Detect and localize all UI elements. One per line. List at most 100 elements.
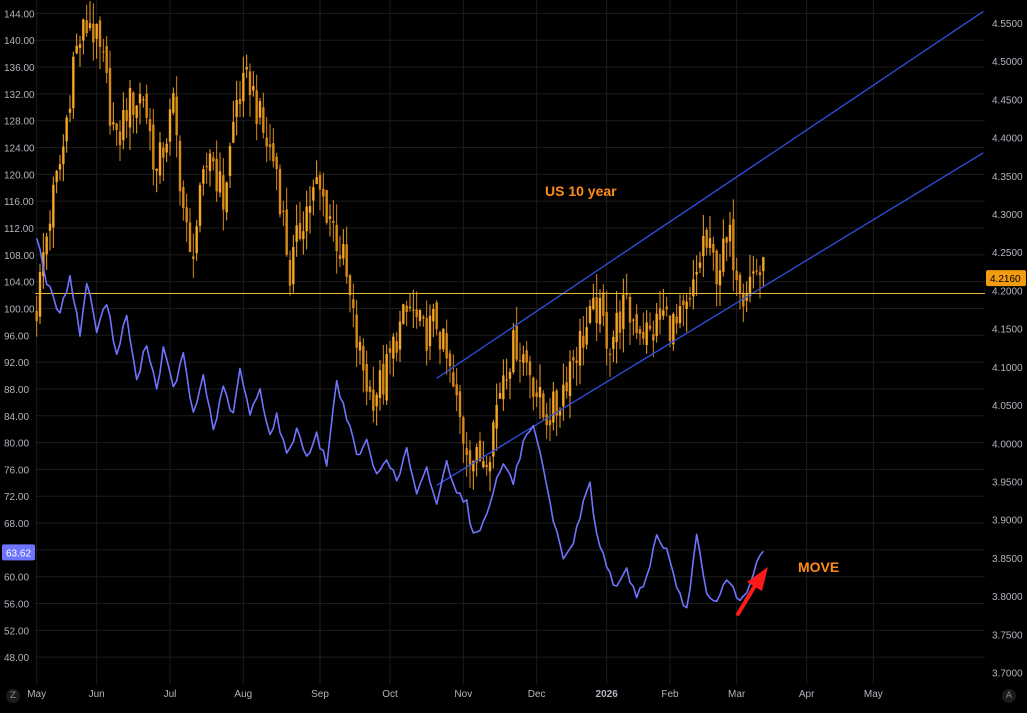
us10y-candle xyxy=(442,328,445,350)
us10y-candle xyxy=(355,314,358,348)
us10y-candle xyxy=(722,238,725,272)
us10y-candle xyxy=(562,384,565,407)
channel-upper-line xyxy=(436,10,984,379)
red-arrow-icon xyxy=(736,567,768,616)
us10y-candle xyxy=(35,310,38,322)
settings-icon[interactable]: Z xyxy=(6,689,20,703)
us10y-candle xyxy=(482,461,485,468)
us10y-candle xyxy=(692,279,695,297)
us10y-candle xyxy=(348,275,352,296)
left-axis-tick-label: 92.00 xyxy=(4,358,29,369)
us10y-candle xyxy=(628,296,632,323)
us10y-candle xyxy=(218,171,222,193)
us10y-candle xyxy=(732,219,735,271)
us10y-candle xyxy=(125,110,128,122)
us10y-candle xyxy=(578,330,582,366)
us10y-candle xyxy=(368,386,372,393)
left-axis-tick-label: 144.00 xyxy=(4,9,35,20)
move-last-price-label: 63.62 xyxy=(6,548,31,559)
x-axis-tick-label: May xyxy=(864,689,883,700)
us10y-candle xyxy=(408,306,412,308)
us10y-candle xyxy=(758,272,762,276)
us10y-candle xyxy=(272,143,275,162)
us10y-candle xyxy=(248,71,252,95)
us10y-candle xyxy=(592,297,595,310)
us10y-candle xyxy=(288,260,292,286)
x-axis-tick-label: May xyxy=(27,689,46,700)
x-axis-tick-label: Jul xyxy=(164,689,177,700)
us10y-candle xyxy=(642,331,645,339)
us10y-candle xyxy=(748,276,752,297)
us10y-candle xyxy=(298,222,302,239)
us10y-candle xyxy=(238,98,242,105)
us10y-candle xyxy=(385,354,388,401)
us10y-candle xyxy=(382,363,385,395)
us10y-candle xyxy=(295,225,298,242)
red-arrow-head xyxy=(747,567,768,591)
left-axis-tick-label: 68.00 xyxy=(4,519,29,530)
us10y-candle xyxy=(108,68,112,126)
left-axis-tick-label: 96.00 xyxy=(4,331,29,342)
us10y-candle xyxy=(58,164,62,170)
us10y-candle xyxy=(185,207,188,223)
us10y-candle xyxy=(715,250,718,285)
move-annotation: MOVE xyxy=(798,559,839,575)
us10y-candle xyxy=(555,390,558,416)
us10y-candle xyxy=(558,409,562,416)
right-axis-tick-label: 3.7500 xyxy=(992,630,1023,641)
right-axis-tick-label: 3.9500 xyxy=(992,477,1023,488)
us10y-candle xyxy=(572,357,575,361)
us10y-candle xyxy=(752,271,755,274)
left-axis-tick-label: 116.00 xyxy=(4,197,34,208)
us10y-candles xyxy=(35,1,765,492)
right-axis-tick-label: 3.7000 xyxy=(992,669,1023,680)
us10y-candle xyxy=(432,309,435,322)
us10y-candle xyxy=(68,108,72,113)
auto-scale-icon[interactable]: A xyxy=(1002,689,1016,703)
us10y-candle xyxy=(292,246,295,285)
us10y-candle xyxy=(72,56,75,109)
us10y-candle xyxy=(318,175,322,190)
right-axis-tick-label: 4.5500 xyxy=(992,19,1023,30)
us10y-candle xyxy=(632,319,635,321)
us10y-candle xyxy=(645,322,648,345)
right-axis-tick-label: 4.1500 xyxy=(992,325,1023,336)
us10y-candle xyxy=(675,316,678,324)
us10y-candle xyxy=(135,105,138,119)
us10y-candle xyxy=(182,187,185,208)
us10y-candle xyxy=(538,387,542,398)
right-axis-tick-label: 4.3000 xyxy=(992,210,1023,221)
us10y-candle xyxy=(358,341,362,351)
us10y-candle xyxy=(188,222,192,252)
us10y-candle xyxy=(95,23,98,39)
us10y-candle xyxy=(165,143,168,153)
us10y-candle xyxy=(458,391,462,418)
us10y-candle xyxy=(565,382,568,392)
us10y-candle xyxy=(75,45,78,54)
us10y-candle xyxy=(648,325,652,329)
us10y-candle xyxy=(215,158,218,192)
us10y-candle xyxy=(545,414,548,426)
us10y-candle xyxy=(735,270,738,280)
us10y-candle xyxy=(682,300,685,306)
right-axis-tick-label: 4.4500 xyxy=(992,95,1023,106)
left-axis-tick-label: 128.00 xyxy=(4,117,35,128)
right-axis-tick-label: 3.8500 xyxy=(992,554,1023,565)
us10y-candle xyxy=(48,223,52,231)
us10y-candle xyxy=(568,361,572,396)
us10y-candle xyxy=(202,169,205,184)
us10y-candle xyxy=(245,67,248,70)
us10y-candle xyxy=(105,46,108,74)
us10y-candle xyxy=(375,394,378,407)
x-axis-tick-label: Oct xyxy=(382,689,398,700)
us10y-candle xyxy=(535,392,538,397)
us10y-candle xyxy=(465,448,468,455)
us10y-last-price-label: 4.2160 xyxy=(990,274,1021,285)
x-axis-tick-label: Mar xyxy=(728,689,746,700)
us10y-candle xyxy=(312,187,315,201)
us10y-candle xyxy=(388,348,392,353)
us10y-candle xyxy=(625,294,628,296)
us10y-candle xyxy=(612,336,615,349)
